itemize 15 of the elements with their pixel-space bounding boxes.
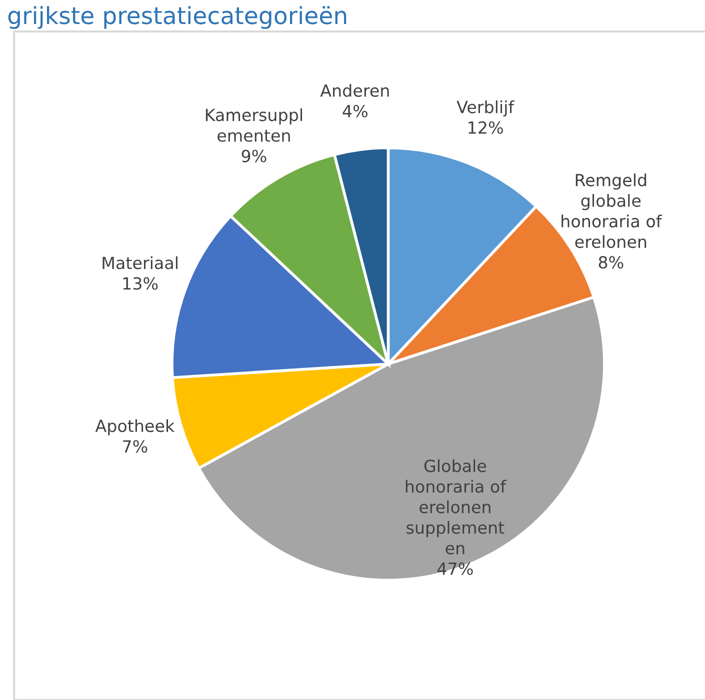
chart-title: grijkste prestatiecategorieën: [8, 6, 346, 29]
slice-label: Remgeld globale honoraria of erelonen: [562, 173, 662, 248]
data-label: 7%: [123, 440, 148, 453]
slice-label: Kamersuppl ementen: [206, 108, 302, 142]
slice-label: Globale honoraria of erelonen supplement en: [406, 459, 506, 554]
slice-label: Verblijf: [456, 100, 514, 117]
data-label: 13%: [123, 277, 158, 290]
data-label: 47%: [437, 562, 473, 576]
slice-label: Materiaal: [102, 256, 178, 270]
data-label: 8%: [598, 256, 624, 269]
slice-label: Anderen: [320, 84, 389, 97]
data-label: 12%: [468, 121, 503, 134]
data-label: 4%: [342, 104, 368, 118]
data-label: 9%: [242, 150, 266, 162]
slice-label: Apotheek: [95, 419, 175, 436]
